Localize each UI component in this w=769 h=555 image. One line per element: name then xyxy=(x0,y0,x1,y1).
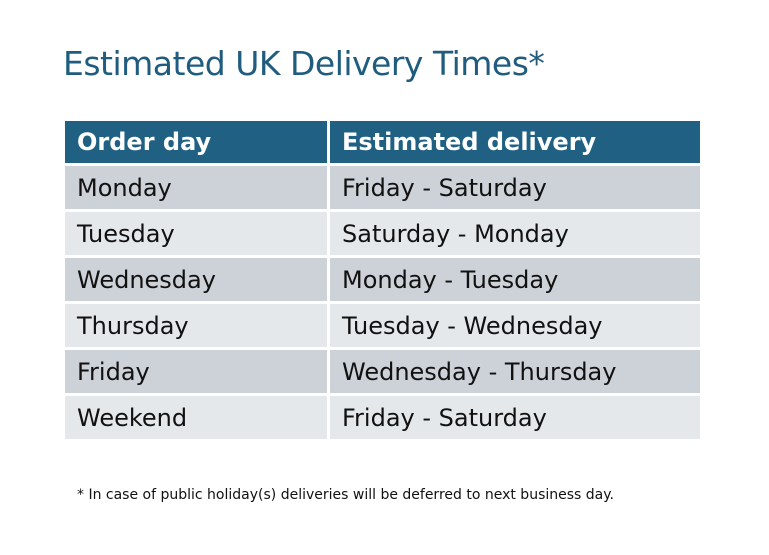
delivery-cell: Friday - Saturday xyxy=(330,166,700,209)
delivery-cell: Tuesday - Wednesday xyxy=(330,304,700,347)
delivery-cell: Saturday - Monday xyxy=(330,212,700,255)
column-header-order-day: Order day xyxy=(65,121,327,163)
order-day-cell: Weekend xyxy=(65,396,327,439)
delivery-times-table: Order day Estimated delivery Monday Frida… xyxy=(62,118,703,442)
table-row: Tuesday Saturday - Monday xyxy=(65,212,700,255)
table-row: Monday Friday - Saturday xyxy=(65,166,700,209)
table-row: Friday Wednesday - Thursday xyxy=(65,350,700,393)
table-row: Thursday Tuesday - Wednesday xyxy=(65,304,700,347)
order-day-cell: Wednesday xyxy=(65,258,327,301)
table-header-row: Order day Estimated delivery xyxy=(65,121,700,163)
delivery-cell: Friday - Saturday xyxy=(330,396,700,439)
order-day-cell: Monday xyxy=(65,166,327,209)
table-row: Wednesday Monday - Tuesday xyxy=(65,258,700,301)
order-day-cell: Tuesday xyxy=(65,212,327,255)
order-day-cell: Friday xyxy=(65,350,327,393)
page-title: Estimated UK Delivery Times* xyxy=(63,44,545,83)
delivery-cell: Wednesday - Thursday xyxy=(330,350,700,393)
order-day-cell: Thursday xyxy=(65,304,327,347)
table-row: Weekend Friday - Saturday xyxy=(65,396,700,439)
footnote: * In case of public holiday(s) deliverie… xyxy=(77,487,614,503)
column-header-estimated-delivery: Estimated delivery xyxy=(330,121,700,163)
delivery-cell: Monday - Tuesday xyxy=(330,258,700,301)
